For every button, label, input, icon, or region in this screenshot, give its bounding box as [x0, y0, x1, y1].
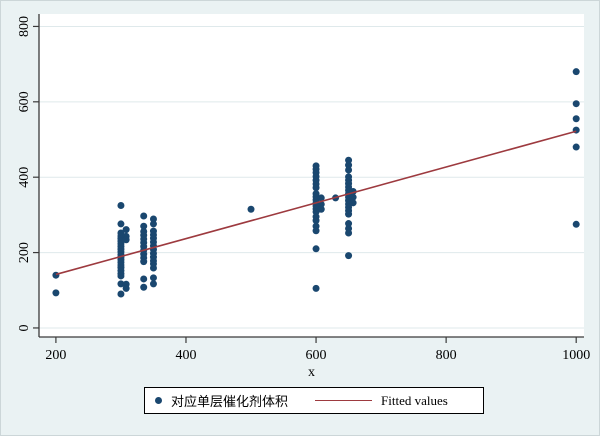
data-point [349, 199, 357, 207]
y-tick-label: 400 [17, 167, 32, 188]
plot-area [39, 14, 584, 337]
data-point [149, 264, 157, 272]
data-point [52, 271, 60, 279]
x-tick-label: 600 [306, 348, 327, 363]
data-point [149, 215, 157, 223]
data-point [247, 205, 255, 213]
data-point [345, 210, 353, 218]
data-point [349, 193, 357, 201]
data-point [52, 289, 60, 297]
y-tick-label: 600 [17, 91, 32, 112]
fitted-line [55, 130, 577, 276]
data-point [572, 115, 580, 123]
x-tick-label: 800 [436, 348, 457, 363]
data-point [572, 143, 580, 151]
data-point [572, 100, 580, 108]
y-tick-label: 800 [17, 16, 32, 37]
data-point [312, 208, 320, 216]
data-point [149, 280, 157, 288]
data-point [117, 201, 125, 209]
y-tick-label: 0 [17, 324, 32, 331]
y-tick-label: 200 [17, 242, 32, 263]
data-point [140, 283, 148, 291]
data-point [117, 280, 125, 288]
legend-line-label: Fitted values [381, 392, 448, 408]
fitted-line-icon [315, 400, 373, 401]
x-tick-label: 200 [45, 348, 66, 363]
x-tick-label: 400 [175, 348, 196, 363]
scatter-marker-icon [155, 397, 162, 404]
data-point [345, 161, 353, 169]
legend-box: 对应单层催化剂体积 Fitted values [144, 387, 484, 414]
data-point [572, 220, 580, 228]
data-point [149, 220, 157, 228]
legend-scatter-label: 对应单层催化剂体积 [171, 394, 289, 409]
data-point [345, 156, 353, 164]
data-point [312, 284, 320, 292]
data-point [572, 68, 580, 76]
data-point [117, 272, 125, 280]
data-point [312, 245, 320, 253]
data-point [317, 194, 325, 202]
data-point [312, 227, 320, 235]
data-point [140, 275, 148, 283]
data-point [140, 212, 148, 220]
data-point [345, 220, 353, 228]
data-point [122, 236, 130, 244]
x-tick-label: 1000 [562, 348, 590, 363]
data-point [122, 226, 130, 234]
data-point [117, 220, 125, 228]
data-point [345, 166, 353, 174]
data-point [117, 290, 125, 298]
data-point [140, 222, 148, 230]
data-point [345, 252, 353, 260]
data-point [317, 205, 325, 213]
data-point [140, 258, 148, 266]
data-point [345, 229, 353, 237]
x-axis-title: x [308, 365, 315, 380]
data-point [312, 184, 320, 192]
data-point [312, 217, 320, 225]
data-point [122, 284, 130, 292]
data-point [149, 274, 157, 282]
